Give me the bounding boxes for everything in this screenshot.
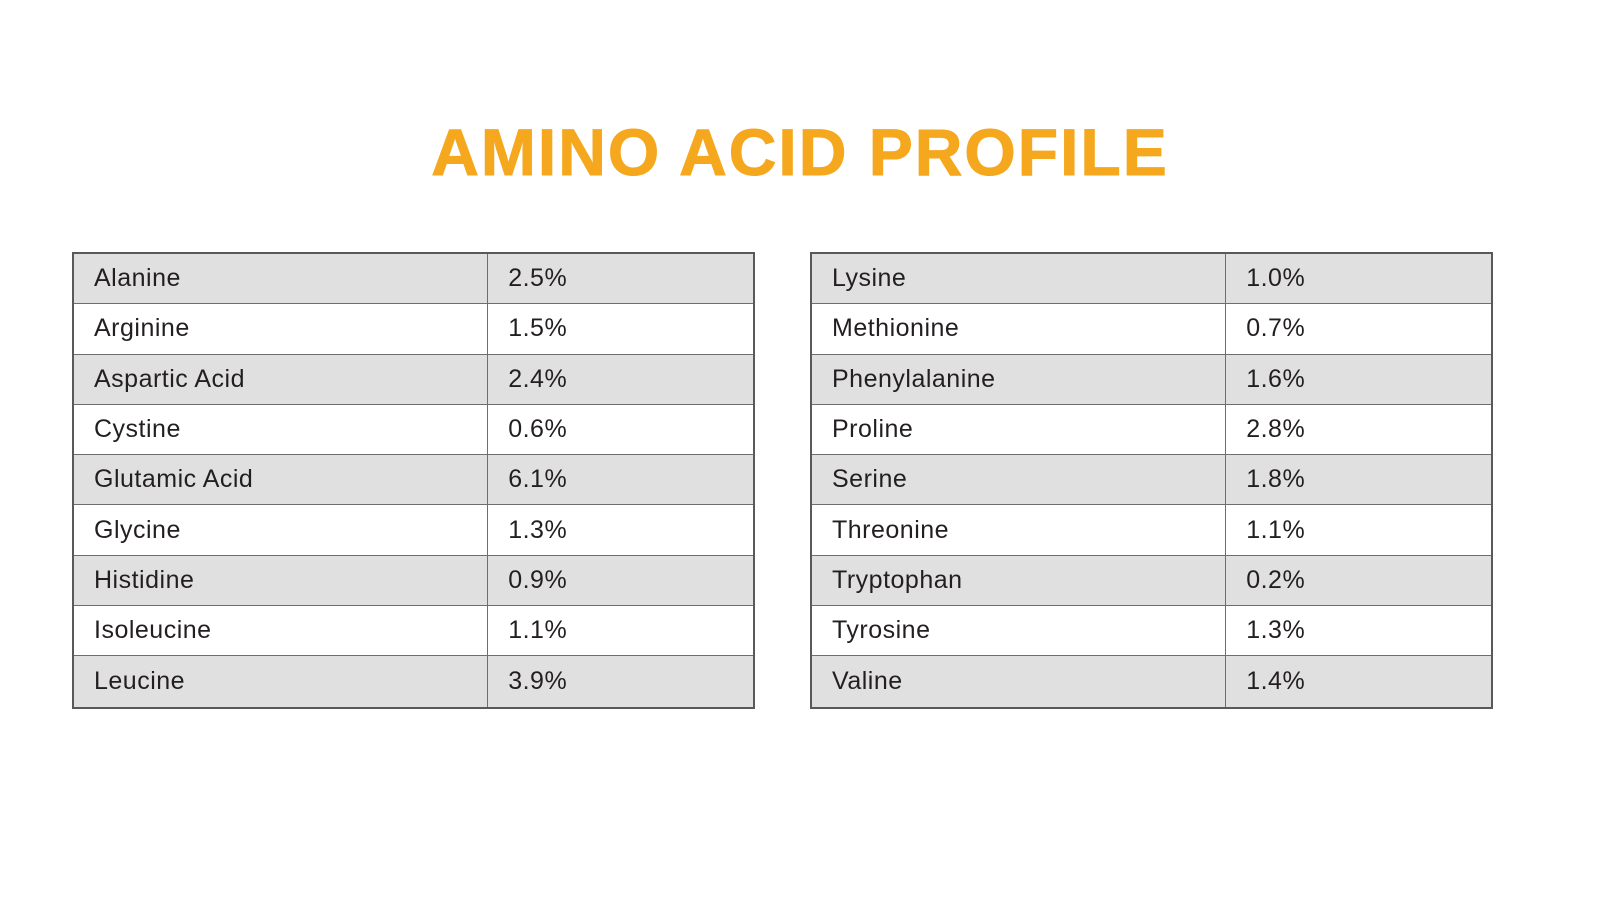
table-row: Threonine 1.1%	[812, 505, 1491, 556]
amino-acid-value-cell: 1.4%	[1246, 667, 1306, 696]
amino-acid-value-cell: 0.6%	[508, 415, 568, 444]
amino-acid-name-cell: Leucine	[74, 656, 489, 707]
table-row: Alanine 2.5%	[74, 254, 753, 305]
table-row: Glycine 1.3%	[74, 505, 753, 556]
amino-acid-name-cell: Glutamic Acid	[74, 455, 489, 505]
table-row: Leucine 3.9%	[74, 656, 753, 707]
amino-acid-name-cell: Valine	[812, 656, 1227, 707]
amino-acid-value-cell: 3.9%	[508, 667, 568, 696]
amino-acid-value-cell: 0.2%	[1246, 565, 1306, 594]
page-title: AMINO ACID PROFILE	[431, 115, 1169, 190]
amino-acid-name-cell: Arginine	[74, 304, 489, 354]
amino-acid-name-cell: Threonine	[812, 505, 1227, 555]
table-row: Tryptophan 0.2%	[812, 555, 1491, 607]
amino-acid-name-cell: Lysine	[812, 254, 1227, 304]
amino-acid-name-cell: Proline	[812, 404, 1227, 455]
amino-acid-name-cell: Serine	[812, 455, 1227, 505]
table-row: Arginine 1.5%	[74, 304, 753, 355]
amino-acid-value-cell: 1.1%	[508, 616, 568, 645]
table-row: Tyrosine 1.3%	[812, 606, 1491, 657]
amino-acid-value-cell: 0.7%	[1246, 314, 1306, 343]
amino-acid-value-cell: 2.5%	[508, 264, 568, 293]
table-row: Valine 1.4%	[812, 656, 1491, 707]
amino-acid-name-cell: Cystine	[74, 404, 489, 455]
amino-acid-name-cell: Isoleucine	[74, 606, 489, 656]
amino-acid-name-cell: Tryptophan	[812, 555, 1227, 606]
amino-acid-value-cell: 1.1%	[1246, 515, 1306, 544]
table-row: Glutamic Acid 6.1%	[74, 455, 753, 506]
table-row: Cystine 0.6%	[74, 404, 753, 456]
amino-acid-table-right: Lysine 1.0% Methionine 0.7% Phenylalanin…	[810, 252, 1493, 709]
amino-acid-name-cell: Aspartic Acid	[74, 354, 489, 404]
table-row: Proline 2.8%	[812, 404, 1491, 456]
table-row: Lysine 1.0%	[812, 254, 1491, 305]
amino-acid-value-cell: 2.4%	[508, 364, 568, 393]
tables-container: Alanine 2.5% Arginine 1.5% Aspartic Acid…	[0, 252, 1600, 709]
amino-acid-value-cell: 6.1%	[508, 465, 568, 494]
amino-acid-value-cell: 1.0%	[1246, 264, 1306, 293]
amino-acid-value-cell: 0.9%	[508, 565, 568, 594]
table-row: Serine 1.8%	[812, 455, 1491, 506]
amino-acid-value-cell: 1.5%	[508, 314, 568, 343]
amino-acid-value-cell: 2.8%	[1246, 415, 1306, 444]
amino-acid-name-cell: Alanine	[74, 254, 489, 304]
amino-acid-name-cell: Phenylalanine	[812, 354, 1227, 404]
amino-acid-value-cell: 1.3%	[1246, 616, 1306, 645]
table-row: Isoleucine 1.1%	[74, 606, 753, 657]
amino-acid-name-cell: Methionine	[812, 304, 1227, 354]
amino-acid-profile-infographic: AMINO ACID PROFILE Alanine 2.5% Arginine…	[0, 114, 1600, 900]
table-row: Methionine 0.7%	[812, 304, 1491, 355]
table-row: Aspartic Acid 2.4%	[74, 354, 753, 405]
amino-acid-value-cell: 1.8%	[1246, 465, 1306, 494]
amino-acid-value-cell: 1.3%	[508, 515, 568, 544]
amino-acid-name-cell: Histidine	[74, 555, 489, 606]
table-row: Phenylalanine 1.6%	[812, 354, 1491, 405]
amino-acid-table-left: Alanine 2.5% Arginine 1.5% Aspartic Acid…	[72, 252, 755, 709]
table-row: Histidine 0.9%	[74, 555, 753, 607]
amino-acid-name-cell: Glycine	[74, 505, 489, 555]
amino-acid-name-cell: Tyrosine	[812, 606, 1227, 656]
amino-acid-value-cell: 1.6%	[1246, 364, 1306, 393]
